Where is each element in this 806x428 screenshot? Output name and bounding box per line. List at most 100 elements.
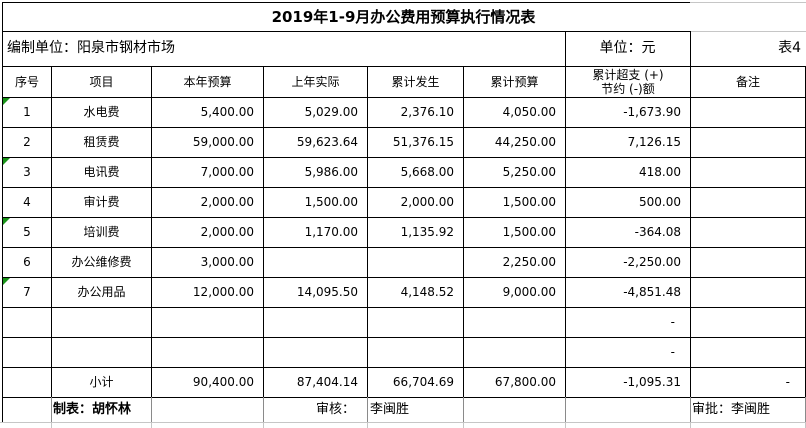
table-cell[interactable]: -4,851.48 bbox=[623, 285, 681, 299]
table-cell[interactable] bbox=[464, 338, 565, 367]
table-cell[interactable]: 5,400.00 bbox=[200, 105, 254, 119]
table-cell[interactable]: 1,135.92 bbox=[400, 225, 454, 239]
table-cell[interactable] bbox=[368, 308, 463, 337]
grid-line bbox=[51, 422, 52, 428]
table-cell[interactable]: 3,000.00 bbox=[200, 255, 254, 269]
table-cell[interactable] bbox=[368, 248, 463, 277]
column-header[interactable]: 上年实际 bbox=[291, 75, 340, 89]
table-cell[interactable]: 小计 bbox=[89, 375, 114, 389]
table-cell[interactable]: -2,250.00 bbox=[623, 255, 681, 269]
table-cell[interactable]: - bbox=[670, 315, 675, 329]
table-cell[interactable] bbox=[52, 338, 151, 367]
table-cell[interactable]: 90,400.00 bbox=[192, 375, 254, 389]
grid-line bbox=[2, 2, 3, 422]
grid-line bbox=[463, 397, 464, 422]
table-cell[interactable] bbox=[3, 338, 51, 367]
table-cell[interactable]: 59,623.64 bbox=[296, 135, 358, 149]
table-cell[interactable]: 4 bbox=[23, 195, 31, 209]
table-cell[interactable]: 418.00 bbox=[639, 165, 681, 179]
table-cell[interactable] bbox=[264, 308, 367, 337]
table-cell[interactable]: 7 bbox=[23, 285, 31, 299]
table-cell[interactable]: 67,800.00 bbox=[494, 375, 556, 389]
currency-unit-label[interactable]: 单位：元 bbox=[599, 40, 656, 56]
table-cell[interactable]: 1,500.00 bbox=[304, 195, 358, 209]
table-cell[interactable] bbox=[52, 308, 151, 337]
table-cell[interactable]: 3 bbox=[23, 165, 31, 179]
approved-by[interactable]: 审批：李闽胜 bbox=[692, 402, 771, 417]
table-cell[interactable]: 1,500.00 bbox=[502, 195, 556, 209]
table-cell[interactable]: 44,250.00 bbox=[494, 135, 556, 149]
table-cell[interactable] bbox=[691, 338, 805, 367]
table-cell[interactable] bbox=[368, 338, 463, 367]
table-cell[interactable]: 14,095.50 bbox=[296, 285, 358, 299]
table-cell[interactable] bbox=[691, 188, 805, 217]
table-cell[interactable]: 办公维修费 bbox=[71, 255, 132, 269]
table-cell[interactable]: -1,095.31 bbox=[623, 375, 681, 389]
table-cell[interactable] bbox=[152, 338, 263, 367]
sheet-number-label[interactable]: 表4 bbox=[778, 40, 801, 56]
table-cell[interactable]: -1,673.90 bbox=[623, 105, 681, 119]
table-cell[interactable] bbox=[264, 248, 367, 277]
table-cell[interactable] bbox=[691, 218, 805, 247]
table-cell[interactable]: 6 bbox=[23, 255, 31, 269]
table-cell[interactable]: 59,000.00 bbox=[192, 135, 254, 149]
table-cell[interactable]: 5,029.00 bbox=[304, 105, 358, 119]
column-header[interactable]: 序号 bbox=[14, 75, 39, 89]
table-cell[interactable] bbox=[152, 308, 263, 337]
table-cell[interactable]: 租赁费 bbox=[83, 135, 120, 149]
table-cell[interactable]: 审计费 bbox=[83, 195, 120, 209]
table-cell[interactable] bbox=[3, 368, 51, 397]
column-header[interactable]: 项目 bbox=[89, 75, 114, 89]
column-header[interactable]: 备注 bbox=[735, 75, 760, 89]
table-cell[interactable]: 1,170.00 bbox=[304, 225, 358, 239]
table-cell[interactable] bbox=[691, 308, 805, 337]
table-cell[interactable]: 1,500.00 bbox=[502, 225, 556, 239]
table-cell[interactable] bbox=[3, 308, 51, 337]
table-cell[interactable]: 4,148.52 bbox=[400, 285, 454, 299]
table-cell[interactable]: -364.08 bbox=[634, 225, 681, 239]
table-cell[interactable]: 9,000.00 bbox=[502, 285, 556, 299]
table-cell[interactable] bbox=[691, 278, 805, 307]
table-cell[interactable]: 5 bbox=[23, 225, 31, 239]
table-title[interactable]: 2019年1-9月办公费用预算执行情况表 bbox=[271, 8, 536, 26]
table-cell[interactable]: 87,404.14 bbox=[296, 375, 358, 389]
table-cell[interactable]: 1 bbox=[23, 105, 31, 119]
table-cell[interactable]: 66,704.69 bbox=[392, 375, 454, 389]
table-cell[interactable]: 2,250.00 bbox=[502, 255, 556, 269]
grid-line bbox=[690, 2, 806, 3]
org-label[interactable]: 编制单位：阳泉市钢材市场 bbox=[7, 40, 175, 56]
table-cell[interactable] bbox=[691, 98, 805, 127]
reviewed-by-label[interactable]: 审核： bbox=[315, 402, 355, 417]
table-cell[interactable]: 水电费 bbox=[83, 105, 120, 119]
prepared-by[interactable]: 制表：胡怀林 bbox=[53, 402, 132, 417]
table-cell[interactable]: 培训费 bbox=[83, 225, 120, 239]
table-cell[interactable]: 7,000.00 bbox=[200, 165, 254, 179]
table-cell[interactable] bbox=[264, 338, 367, 367]
column-header[interactable]: 累计预算 bbox=[490, 75, 539, 89]
column-header[interactable]: 本年预算 bbox=[183, 75, 232, 89]
table-cell[interactable]: 4,050.00 bbox=[502, 105, 556, 119]
table-cell[interactable]: 2,376.10 bbox=[400, 105, 454, 119]
table-cell[interactable] bbox=[691, 248, 805, 277]
table-cell[interactable]: 12,000.00 bbox=[192, 285, 254, 299]
table-cell[interactable]: 500.00 bbox=[639, 195, 681, 209]
reviewed-by-name[interactable]: 李闽胜 bbox=[370, 402, 410, 417]
table-cell[interactable]: 办公用品 bbox=[77, 285, 126, 299]
table-cell[interactable]: 2,000.00 bbox=[400, 195, 454, 209]
table-cell[interactable]: 7,126.15 bbox=[627, 135, 681, 149]
table-cell[interactable]: 2,000.00 bbox=[200, 195, 254, 209]
table-cell[interactable] bbox=[691, 128, 805, 157]
table-cell[interactable]: 2 bbox=[23, 135, 31, 149]
table-cell[interactable]: 5,250.00 bbox=[502, 165, 556, 179]
table-cell[interactable] bbox=[464, 308, 565, 337]
table-cell[interactable] bbox=[691, 158, 805, 187]
table-cell[interactable]: 5,668.00 bbox=[400, 165, 454, 179]
column-header[interactable]: 累计超支 (+) 节约 (-)额 bbox=[592, 68, 664, 96]
table-cell[interactable]: 5,986.00 bbox=[304, 165, 358, 179]
table-cell[interactable]: - bbox=[670, 345, 675, 359]
column-header[interactable]: 累计发生 bbox=[391, 75, 440, 89]
table-cell[interactable]: 电讯费 bbox=[83, 165, 120, 179]
table-cell[interactable]: - bbox=[785, 375, 790, 389]
table-cell[interactable]: 2,000.00 bbox=[200, 225, 254, 239]
table-cell[interactable]: 51,376.15 bbox=[392, 135, 454, 149]
